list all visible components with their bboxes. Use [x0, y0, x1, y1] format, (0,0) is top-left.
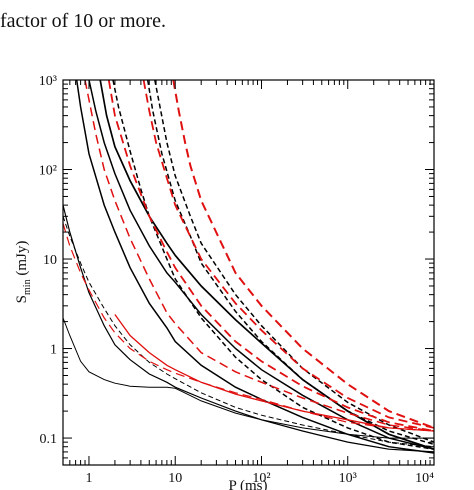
series-line-6 — [63, 216, 434, 448]
series-line-13 — [142, 80, 434, 429]
series-line-11 — [84, 80, 434, 432]
y-axis-title: Smin (mJy) — [14, 241, 33, 304]
y-tick-label: 10² — [39, 164, 57, 179]
series-line-12 — [107, 80, 434, 432]
x-tick-label: 10³ — [339, 471, 357, 486]
caption-fragment: factor of 10 or more. — [0, 10, 167, 32]
series-layer — [63, 80, 434, 454]
series-line-7 — [112, 80, 434, 450]
x-tick-label: 10⁴ — [415, 471, 434, 486]
series-line-4 — [88, 80, 434, 450]
plot-frame — [62, 79, 435, 466]
y-tick-label: 0.1 — [40, 432, 58, 447]
series-line-3 — [75, 80, 434, 454]
y-tick-label: 10 — [43, 253, 57, 268]
series-line-15 — [114, 314, 434, 432]
series-line-5 — [99, 80, 434, 451]
y-tick-label: 10³ — [39, 74, 57, 89]
y-tick-label: 1 — [50, 343, 57, 358]
series-line-14 — [172, 80, 434, 429]
series-line-9 — [154, 80, 434, 443]
series-line-1 — [63, 317, 434, 439]
tick-layer — [62, 79, 435, 466]
x-tick-label: 1 — [85, 471, 92, 486]
series-line-8 — [146, 80, 434, 446]
x-tick-label: 10 — [168, 471, 182, 486]
label-layer: 1 10 10² 10³ 10⁴ 0.1 1 10 10² 10³ — [39, 74, 434, 486]
series-line-10 — [63, 223, 434, 432]
x-axis-title: P (ms) — [228, 478, 267, 490]
x-tick-label: 10² — [252, 471, 270, 486]
series-line-2 — [63, 204, 434, 453]
